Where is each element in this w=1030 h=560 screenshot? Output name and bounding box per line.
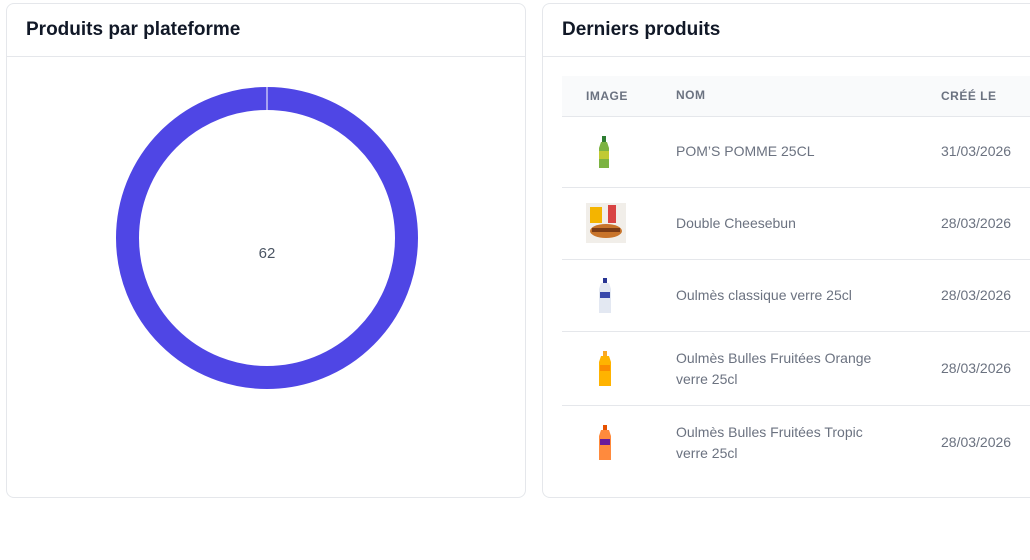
table-row: Oulmès Bulles Fruitées Orange verre 25cl… xyxy=(562,332,1030,406)
product-name: Oulmès classique verre 25cl xyxy=(676,287,852,303)
table-row: Oulmès classique verre 25cl 28/03/2026 xyxy=(562,260,1030,332)
created-date: 28/03/2026 xyxy=(941,215,1012,231)
product-name: Oulmès Bulles Fruitées Orange verre 25cl xyxy=(676,350,872,387)
created-date: 28/03/2026 xyxy=(941,434,1012,450)
product-name: POM’S POMME 25CL xyxy=(676,143,815,159)
platform-card: Produits par plateforme 62 xyxy=(6,3,526,498)
latest-card: Derniers produits IMAGE NOM CRÉÉ LE POM’… xyxy=(542,3,1030,498)
card-title: Produits par plateforme xyxy=(7,4,525,57)
product-image xyxy=(599,351,611,386)
header-cell: NOM xyxy=(676,88,706,102)
created-date: 31/03/2026 xyxy=(941,143,1012,159)
product-name: Double Cheesebun xyxy=(676,215,796,231)
table-row: POM’S POMME 25CL 31/03/2026 xyxy=(562,116,1030,188)
header-cell: IMAGE xyxy=(586,89,628,103)
header-cell: CRÉÉ LE xyxy=(941,89,997,103)
center-value: 62 xyxy=(259,245,276,262)
product-image xyxy=(586,203,626,243)
created-date: 28/03/2026 xyxy=(941,287,1012,303)
created-date: 28/03/2026 xyxy=(941,360,1012,376)
card-title: Derniers produits xyxy=(543,4,1030,57)
product-name: Oulmès Bulles Fruitées Tropic verre 25cl xyxy=(676,424,863,461)
table-row: Oulmès Bulles Fruitées Tropic verre 25cl… xyxy=(562,406,1030,479)
donut-chart: 62 xyxy=(116,87,418,389)
product-image xyxy=(599,278,611,313)
table-header: IMAGE NOM CRÉÉ LE xyxy=(562,76,1030,117)
product-image xyxy=(599,136,609,168)
product-image xyxy=(599,425,611,460)
donut-segment xyxy=(116,87,418,389)
table-row: Double Cheesebun 28/03/2026 xyxy=(562,188,1030,260)
